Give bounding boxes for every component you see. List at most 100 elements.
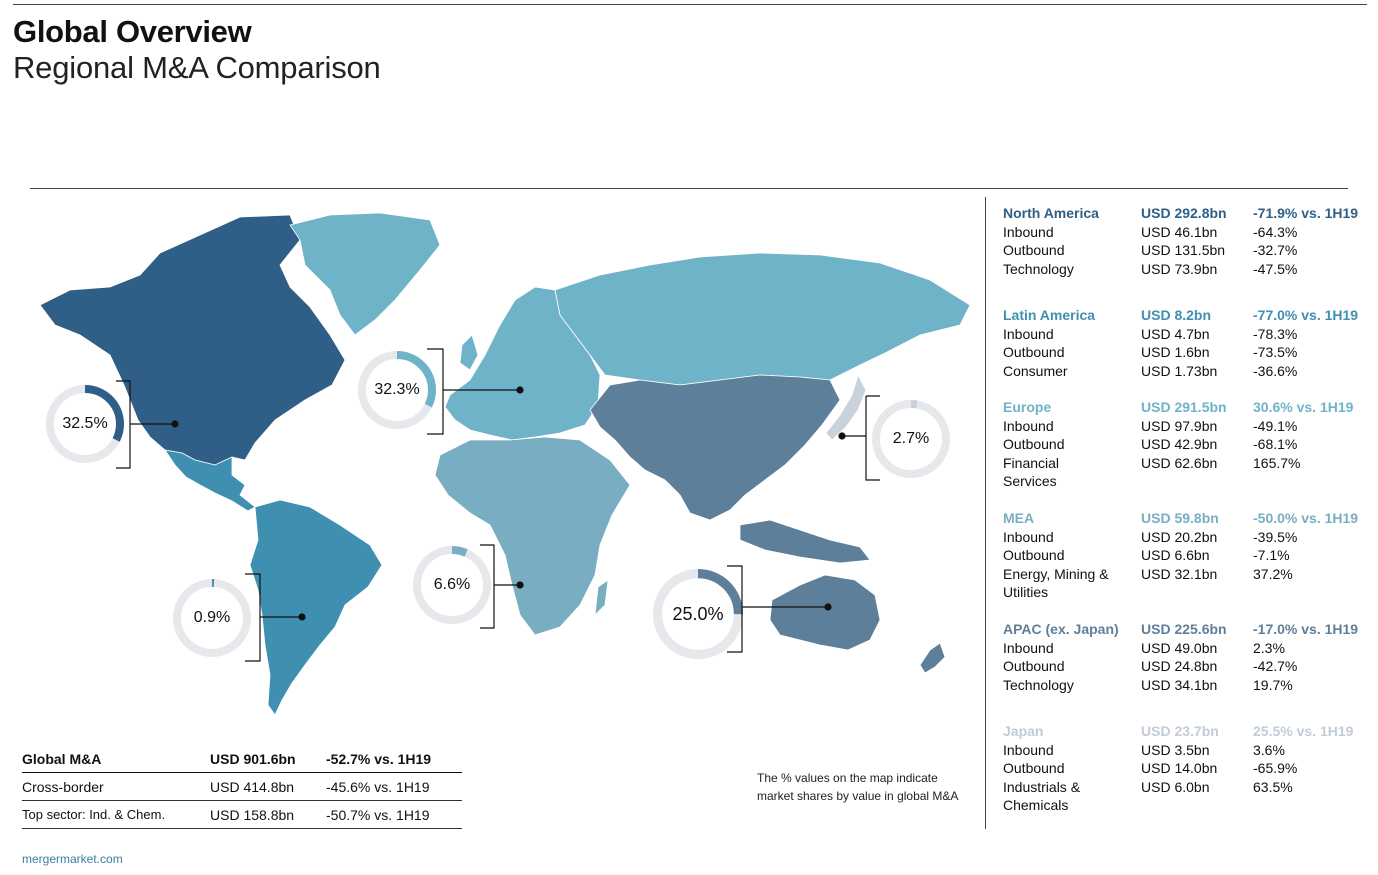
footer-link[interactable]: mergermarket.com <box>22 852 123 866</box>
map-region-se-asia <box>739 519 871 564</box>
map-region-new-zealand <box>919 642 946 674</box>
donut-apac: 25.0% <box>652 568 744 660</box>
marker-europe <box>516 386 524 394</box>
leader-europe <box>427 348 520 435</box>
row-change: 2.3% <box>1253 639 1285 656</box>
summary-label: Global M&A <box>22 750 102 767</box>
region-header: Japan USD 23.7bn 25.5% vs. 1H19 <box>1003 722 1375 741</box>
row-label: Consumer <box>1003 362 1068 379</box>
region-change: 25.5% vs. 1H19 <box>1253 723 1354 739</box>
page-subtitle: Regional M&A Comparison <box>13 50 381 85</box>
row-label: Outbound <box>1003 344 1065 360</box>
region-header: Europe USD 291.5bn 30.6% vs. 1H19 <box>1003 398 1375 417</box>
region-row: Outbound USD 24.8bn -42.7% <box>1003 657 1375 676</box>
region-row: Services <box>1003 472 1375 491</box>
row-label: Outbound <box>1003 242 1065 258</box>
donut-label-north-america: 32.5% <box>62 415 108 432</box>
region-name: Europe <box>1003 399 1052 415</box>
page-title: Global Overview <box>13 14 252 49</box>
row-label: Outbound <box>1003 658 1065 674</box>
region-header: North America USD 292.8bn -71.9% vs. 1H1… <box>1003 204 1375 223</box>
row-label: Chemicals <box>1003 797 1069 813</box>
map-region-europe <box>444 286 601 441</box>
region-row: Outbound USD 42.9bn -68.1% <box>1003 435 1375 454</box>
row-value: USD 49.0bn <box>1141 639 1218 656</box>
summary-value: USD 901.6bn <box>210 750 296 767</box>
row-change: -64.3% <box>1253 223 1298 240</box>
region-name: Latin America <box>1003 307 1096 323</box>
marker-north-america <box>171 420 179 428</box>
row-change <box>1253 796 1375 815</box>
row-change <box>1253 472 1375 491</box>
row-value <box>1141 796 1253 815</box>
marker-latin-america <box>298 613 306 621</box>
map-note: The % values on the map indicate market … <box>757 769 987 805</box>
region-row: Energy, Mining & USD 32.1bn 37.2% <box>1003 565 1375 584</box>
region-total: USD 59.8bn <box>1141 510 1219 526</box>
donut-europe: 32.3% <box>357 350 437 430</box>
row-value <box>1141 472 1253 491</box>
region-row: Inbound USD 4.7bn -78.3% <box>1003 325 1375 344</box>
row-change: -49.1% <box>1253 417 1298 434</box>
row-label: Inbound <box>1003 223 1054 240</box>
map-region-greenland <box>289 212 441 336</box>
region-name: MEA <box>1003 510 1035 526</box>
region-change: -77.0% vs. 1H19 <box>1253 307 1359 323</box>
region-total: USD 292.8bn <box>1141 205 1227 221</box>
donut-label-mea: 6.6% <box>433 576 471 593</box>
region-row: Industrials & USD 6.0bn 63.5% <box>1003 778 1375 797</box>
donut-label-japan: 2.7% <box>892 430 930 447</box>
map-region-madagascar <box>594 579 609 617</box>
map-region-russia <box>554 252 971 386</box>
world-map <box>39 212 971 716</box>
donut-arc-mea <box>413 546 491 624</box>
row-change: 3.6% <box>1253 741 1285 758</box>
region-change: -50.0% vs. 1H19 <box>1253 510 1359 526</box>
region-row: Inbound USD 20.2bn -39.5% <box>1003 528 1375 547</box>
region-change: -17.0% vs. 1H19 <box>1253 621 1359 637</box>
row-change: -32.7% <box>1253 242 1298 258</box>
leader-japan <box>842 395 880 481</box>
region-row: Inbound USD 46.1bn -64.3% <box>1003 223 1375 242</box>
leader-north-america <box>116 380 175 469</box>
row-value: USD 3.5bn <box>1141 741 1210 758</box>
donut-japan: 2.7% <box>871 399 951 479</box>
region-row: Outbound USD 14.0bn -65.9% <box>1003 759 1375 778</box>
region-header: APAC (ex. Japan) USD 225.6bn -17.0% vs. … <box>1003 620 1375 639</box>
region-header: MEA USD 59.8bn -50.0% vs. 1H19 <box>1003 509 1375 528</box>
row-value: USD 46.1bn <box>1141 223 1218 240</box>
region-name: APAC (ex. Japan) <box>1003 621 1119 637</box>
row-value: USD 62.6bn <box>1141 454 1218 471</box>
region-total: USD 23.7bn <box>1141 723 1219 739</box>
region-row: Utilities <box>1003 583 1375 602</box>
region-total: USD 291.5bn <box>1141 399 1227 415</box>
region-row: Chemicals <box>1003 796 1375 815</box>
region-change: 30.6% vs. 1H19 <box>1253 399 1354 415</box>
row-label: Outbound <box>1003 436 1065 452</box>
region-row: Inbound USD 97.9bn -49.1% <box>1003 417 1375 436</box>
region-row: Inbound USD 49.0bn 2.3% <box>1003 639 1375 658</box>
region-row: Consumer USD 1.73bn -36.6% <box>1003 362 1375 381</box>
summary-label: Top sector: Ind. & Chem. <box>22 807 166 822</box>
region-japan: Japan USD 23.7bn 25.5% vs. 1H19 Inbound U… <box>1003 722 1375 815</box>
region-north-america: North America USD 292.8bn -71.9% vs. 1H1… <box>1003 204 1375 278</box>
row-value: USD 24.8bn <box>1141 658 1218 674</box>
row-value: USD 32.1bn <box>1141 565 1218 582</box>
region-row: Outbound USD 1.6bn -73.5% <box>1003 343 1375 362</box>
region-row: Financial USD 62.6bn 165.7% <box>1003 454 1375 473</box>
row-label: Financial <box>1003 454 1060 471</box>
row-label: Utilities <box>1003 584 1049 600</box>
summary-row: Cross-border USD 414.8bn -45.6% vs. 1H19 <box>22 773 462 801</box>
donut-mea: 6.6% <box>412 545 492 625</box>
map-region-central-america <box>164 449 256 512</box>
region-total: USD 225.6bn <box>1141 621 1227 637</box>
global-summary-table: Global M&A USD 901.6bn -52.7% vs. 1H19 C… <box>22 745 462 829</box>
row-change: -47.5% <box>1253 260 1298 277</box>
region-row: Outbound USD 131.5bn -32.7% <box>1003 241 1375 260</box>
leader-mea <box>480 544 520 629</box>
row-change: 19.7% <box>1253 676 1293 693</box>
region-row: Technology USD 34.1bn 19.7% <box>1003 676 1375 695</box>
map-region-north-america <box>39 214 346 466</box>
map-region-apac <box>589 374 841 521</box>
summary-change: -45.6% vs. 1H19 <box>326 778 430 795</box>
